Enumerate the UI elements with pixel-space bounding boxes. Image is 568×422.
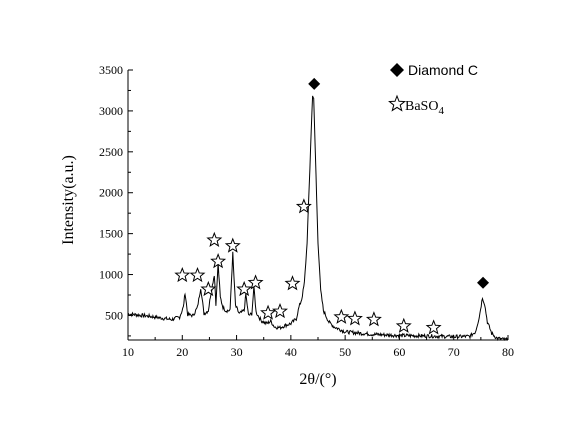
legend: Diamond C BaSO4 xyxy=(388,62,478,117)
baso4-star-marker xyxy=(260,304,277,320)
y-tick-label: 1500 xyxy=(99,227,123,241)
baso4-star-marker xyxy=(189,266,206,283)
x-axis-title: 2θ/(°) xyxy=(299,371,336,388)
baso4-star-marker xyxy=(224,237,241,253)
legend-item-baso4: BaSO4 xyxy=(388,94,444,117)
x-tick-label: 80 xyxy=(502,345,514,359)
baso4-star-marker xyxy=(425,319,442,335)
y-tick-label: 2000 xyxy=(99,186,123,200)
baso4-star-marker xyxy=(247,274,264,290)
baso4-star-marker xyxy=(272,302,288,319)
x-tick-label: 40 xyxy=(285,345,297,359)
baso4-star-marker xyxy=(236,280,253,297)
x-tick-label: 60 xyxy=(393,345,405,359)
x-tick-label: 30 xyxy=(231,345,243,359)
baso4-star-marker xyxy=(206,231,223,247)
y-tick-label: 2500 xyxy=(99,145,123,159)
baso4-star-marker xyxy=(284,275,301,291)
y-tick-label: 1000 xyxy=(99,268,123,282)
y-tick-label: 3000 xyxy=(99,104,123,118)
legend-star-marker xyxy=(388,94,406,112)
baso4-star-marker xyxy=(365,311,382,327)
diamond-marker xyxy=(477,276,490,289)
x-tick-label: 20 xyxy=(176,345,188,359)
diamond-marker xyxy=(308,77,321,90)
baso4-star-marker xyxy=(395,317,412,333)
x-tick-label: 10 xyxy=(122,345,134,359)
baso4-star-marker xyxy=(295,198,312,214)
baso4-star-marker xyxy=(200,280,217,297)
baso4-star-marker xyxy=(333,308,350,324)
xrd-pattern-line xyxy=(127,95,508,342)
legend-label-baso4: BaSO4 xyxy=(405,99,444,117)
baso4-star-marker xyxy=(346,310,363,326)
legend-diamond-marker xyxy=(390,63,404,77)
legend-label-diamond: Diamond C xyxy=(408,62,478,78)
x-tick-label: 50 xyxy=(339,345,351,359)
plot-area xyxy=(127,77,508,342)
y-axis-title: Intensity(a.u.) xyxy=(60,155,77,245)
axes: 10 20 30 40 50 60 70 80 500 1000 1500 2000 2500 3000 3… xyxy=(99,63,514,359)
y-tick-label: 3500 xyxy=(99,63,123,77)
x-tick-label: 70 xyxy=(448,345,460,359)
baso4-star-marker xyxy=(174,266,191,283)
y-tick-label: 500 xyxy=(105,308,123,322)
legend-item-diamond: Diamond C xyxy=(390,62,478,78)
baso4-star-marker xyxy=(210,253,227,269)
